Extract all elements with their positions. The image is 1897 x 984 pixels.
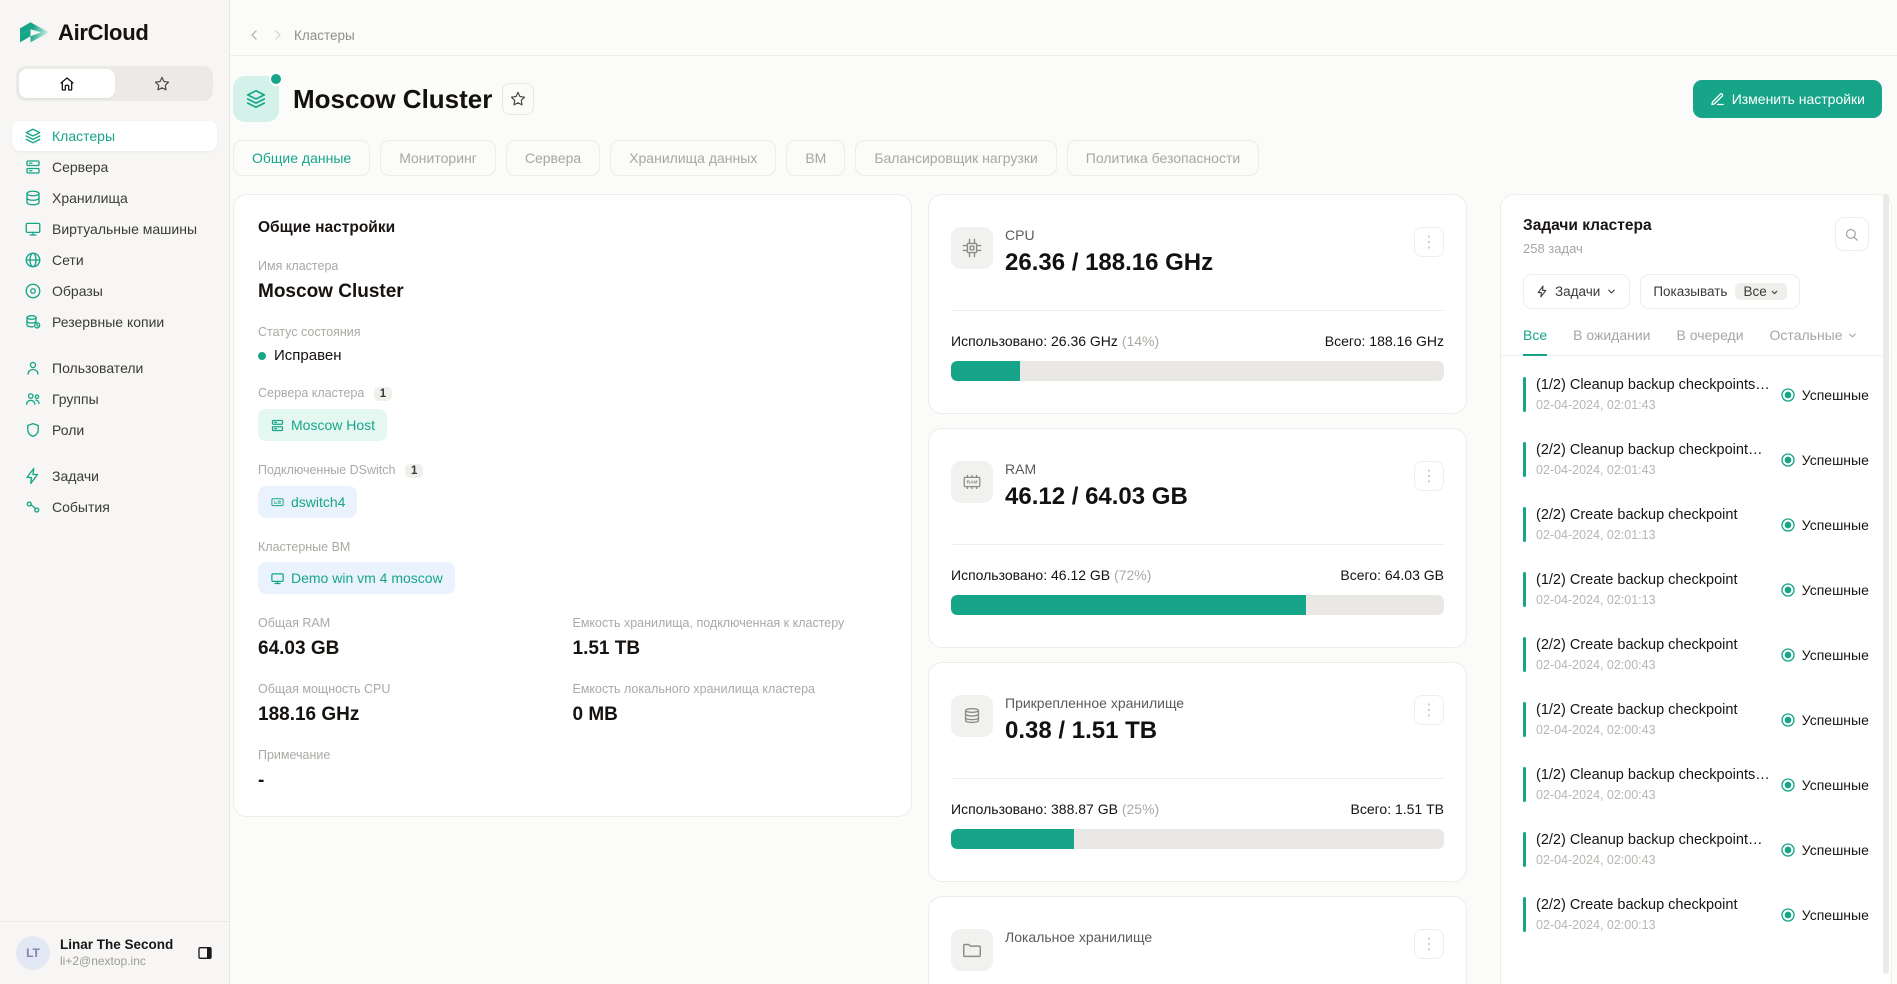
svg-text:RAM: RAM: [967, 479, 978, 485]
